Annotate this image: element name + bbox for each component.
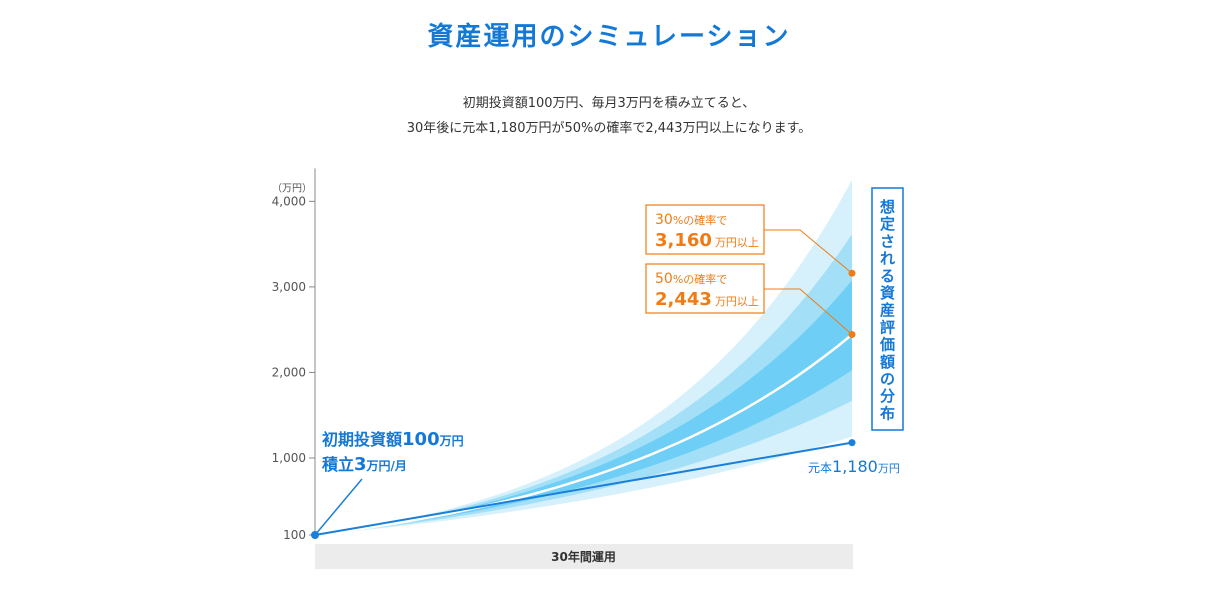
distribution-label-char: 価	[879, 336, 895, 354]
start-annotation-leader	[314, 478, 363, 536]
distribution-label-box	[871, 187, 904, 431]
start-annotation-line-2: 積立3万円/月	[321, 454, 407, 475]
y-tick-label: 3,000	[272, 280, 306, 294]
period-bar	[315, 544, 853, 569]
distribution-label-char: 定	[880, 215, 895, 233]
description-line-1: 初期投資額100万円、毎月3万円を積み立てると、	[462, 96, 756, 111]
callout-50-box	[645, 263, 765, 314]
distribution-label-char: 分	[880, 387, 895, 405]
y-ticks: 100 1,000 2,000 3,000 4,000	[272, 194, 315, 542]
distribution-label-char: 額	[879, 353, 895, 371]
band-fade	[515, 176, 852, 196]
distribution-label-char: の	[880, 370, 895, 388]
y-tick-label: 100	[283, 528, 306, 542]
y-tick-label: 1,000	[272, 451, 306, 465]
callout-50-line-1: 50%の確率で	[655, 271, 727, 287]
distribution-label-char: 産	[880, 301, 895, 319]
callout-30-leader	[764, 229, 853, 274]
principal-end-annotation: 元本1,180万円	[808, 457, 900, 476]
principal-line	[314, 441, 853, 536]
callout-30-line-2: 3,160 万円以上	[655, 230, 759, 251]
callout-30-box	[645, 204, 765, 255]
page-title: 資産運用のシミュレーション	[427, 22, 791, 52]
distribution-label-char: 布	[880, 404, 895, 422]
distribution-label-char: れ	[880, 250, 895, 268]
y-tick-label: 2,000	[272, 365, 306, 379]
distribution-label-char: る	[880, 267, 895, 285]
distribution-band-outer	[315, 179, 852, 535]
median-line	[314, 333, 853, 537]
distribution-label-char: さ	[880, 232, 895, 250]
distribution-label-char: 評	[880, 318, 895, 336]
distribution-label-char: 資	[880, 284, 895, 302]
principal-end-point	[848, 439, 856, 447]
callout-30-line-1: 30%の確率で	[655, 212, 727, 228]
callout-50-line-2: 2,443 万円以上	[655, 289, 759, 310]
callout-50-leader	[764, 288, 853, 335]
y-axis-unit: （万円）	[272, 182, 312, 194]
distribution-label-char: 想	[879, 198, 895, 216]
description-line-2: 30年後に元本1,180万円が50%の確率で2,443万円以上になります。	[406, 121, 812, 136]
start-annotation-line-1: 初期投資額100万円	[322, 429, 464, 450]
y-tick-label: 4,000	[272, 194, 306, 208]
period-label: 30年間運用	[551, 549, 616, 564]
